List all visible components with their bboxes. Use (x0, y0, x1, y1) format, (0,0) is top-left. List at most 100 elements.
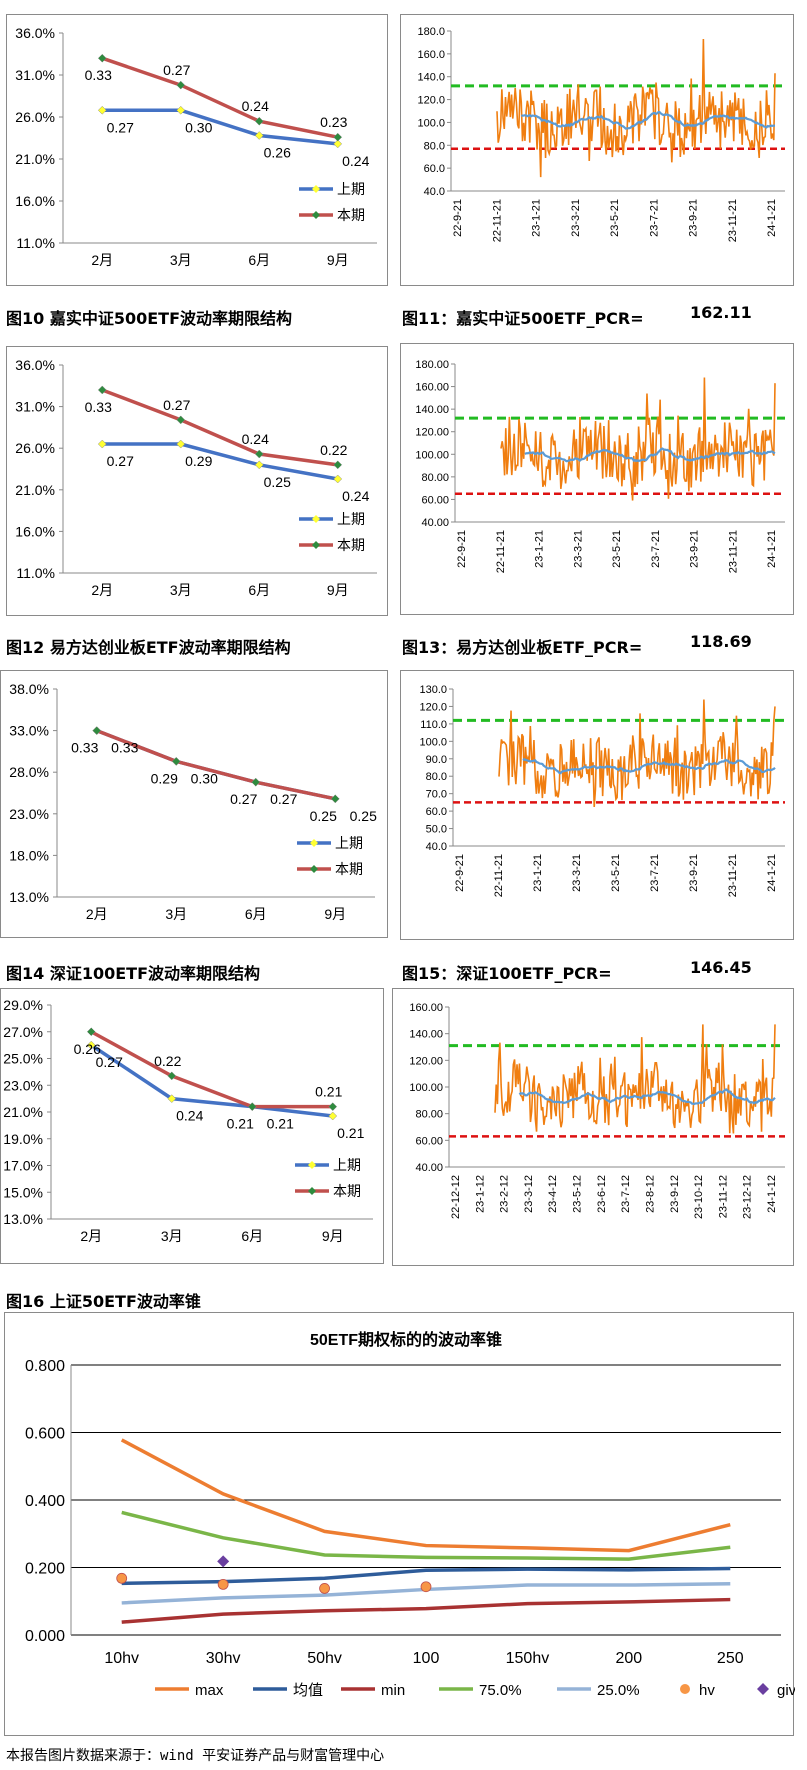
y-tick-label: 140.00 (415, 404, 449, 416)
x-tick-label: 23-1-12 (474, 1175, 486, 1213)
y-tick-label: 23.0% (3, 1077, 43, 1093)
legend-label: max (195, 1682, 224, 1699)
y-tick-label: 36.0% (15, 25, 55, 41)
x-tick-label: 23-5-12 (572, 1175, 584, 1213)
x-tick-label: 2月 (91, 252, 113, 268)
legend-label: 均值 (293, 1682, 323, 1699)
data-point (176, 439, 186, 449)
data-label-curr: 0.24 (242, 98, 269, 114)
data-point (92, 726, 102, 735)
legend-marker (312, 541, 320, 549)
data-point (176, 80, 186, 90)
x-tick-label: 6月 (241, 1228, 263, 1244)
term1-svg: 36.0% 31.0% 26.0% 21.0% 16.0% 11.0% 2月 3月 6月 9月 0.… (15, 25, 377, 268)
y-tick-label: 120.00 (409, 1055, 443, 1067)
series-line-0 (102, 442, 339, 481)
legend-label: 本期 (335, 861, 363, 877)
y-tick-label: 60.0 (424, 163, 445, 175)
term-structure-chart-50etf: 29.0% 27.0% 25.0% 23.0% 21.0% 19.0% 17.0% 15.0%… (0, 988, 384, 1264)
y-tick-label: 80.00 (415, 1109, 443, 1121)
pcr-value-fig11: 162.11 (690, 303, 752, 322)
x-tick-label: 23-7-21 (649, 854, 661, 892)
data-label-prev: 0.27 (270, 791, 297, 807)
pcr-series-line (496, 38, 776, 178)
data-label-prev: 0.27 (96, 1054, 123, 1070)
data-label-curr: 0.23 (320, 114, 347, 130)
x-tick-label: 9月 (327, 252, 349, 268)
data-label-curr: 0.26 (74, 1041, 101, 1057)
x-tick-label: 23-7-21 (648, 199, 660, 237)
legend-marker (308, 1187, 316, 1195)
term2-svg: 36.0% 31.0% 26.0% 21.0% 16.0% 11.0% 2月 3月 6月 9月 0.… (15, 357, 377, 598)
x-tick-label: 9月 (324, 906, 346, 922)
data-point (176, 415, 186, 425)
x-tick-label: 3月 (165, 906, 187, 922)
data-point (330, 794, 340, 804)
series-line-1 (101, 388, 338, 467)
x-tick-label: 22-9-21 (456, 530, 468, 568)
x-tick-label: 24-1-21 (766, 854, 778, 892)
data-label-curr: 0.22 (154, 1053, 181, 1069)
y-tick-label: 0.200 (25, 1561, 65, 1578)
x-tick-label: 200 (616, 1650, 643, 1667)
pcr-series-line (500, 377, 776, 501)
data-label-curr: 0.21 (315, 1084, 342, 1100)
y-tick-label: 13.0% (9, 889, 49, 905)
y-tick-label: 0.000 (25, 1628, 65, 1645)
volatility-cone-chart: 50ETF期权标的的波动率锥 0.800 0.600 0.400 0.200 0.000 1… (4, 1312, 795, 1736)
y-tick-label: 160.0 (417, 49, 445, 61)
hv-point (319, 1583, 330, 1594)
data-point (251, 777, 261, 787)
data-label-prev: 0.21 (267, 1116, 294, 1132)
x-tick-label: 23-8-12 (644, 1175, 656, 1213)
y-tick-label: 40.00 (421, 517, 449, 529)
legend-label: 上期 (337, 181, 365, 197)
legend-label: 本期 (337, 207, 365, 223)
y-tick-label: 25.0% (3, 1051, 43, 1067)
term4-svg: 29.0% 27.0% 25.0% 23.0% 21.0% 19.0% 17.0% 15.0%… (3, 997, 373, 1244)
x-tick-label: 23-1-21 (534, 530, 546, 568)
y-tick-label: 13.0% (3, 1211, 43, 1227)
legend-marker (312, 515, 320, 523)
term-structure-chart-sz100: 38.0% 33.0% 28.0% 23.0% 18.0% 13.0% 2月 3月 6月 9月 0.… (0, 670, 388, 938)
pcr-moving-average-line (521, 111, 776, 130)
x-tick-label: 22-9-21 (454, 854, 466, 892)
pcr1-svg: 180.0 160.0 140.0 120.0 100.0 80.0 60.0 40.0 22-… (417, 26, 785, 242)
y-tick-label: 27.0% (3, 1024, 43, 1040)
caption-fig12: 图12 易方达创业板ETF波动率期限结构 (6, 638, 291, 657)
x-tick-label: 23-9-21 (689, 530, 701, 568)
x-tick-label: 23-5-21 (609, 199, 621, 237)
caption-fig11: 图11：嘉实中证500ETF_PCR= (402, 309, 644, 328)
data-point (167, 1094, 177, 1103)
data-label-prev: 0.29 (185, 453, 212, 469)
y-tick-label: 31.0% (15, 399, 55, 415)
legend-marker (680, 1684, 690, 1694)
x-tick-label: 3月 (161, 1228, 183, 1244)
y-tick-label: 28.0% (9, 764, 49, 780)
data-label-prev: 0.33 (111, 740, 138, 756)
legend-label: 上期 (333, 1157, 361, 1173)
data-point (333, 460, 343, 470)
y-tick-label: 120.0 (417, 95, 445, 107)
x-tick-label: 23-9-21 (688, 854, 700, 892)
y-tick-label: 100.0 (419, 736, 447, 748)
y-tick-label: 120.0 (419, 701, 447, 713)
x-tick-label: 23-11-12 (717, 1175, 729, 1218)
series-line-0 (90, 1043, 333, 1118)
data-point (97, 439, 107, 449)
legend-marker (312, 185, 320, 193)
y-tick-label: 160.00 (415, 382, 449, 394)
caption-fig15: 图15：深证100ETF_PCR= (402, 964, 612, 983)
y-tick-label: 50.0 (426, 824, 447, 836)
source-note: 本报告图片数据来源于：wind 平安证券产品与财富管理中心 (6, 1748, 385, 1764)
x-tick-label: 23-1-21 (532, 854, 544, 892)
y-tick-label: 60.00 (415, 1135, 443, 1147)
legend-marker (312, 211, 320, 219)
y-tick-label: 100.00 (409, 1082, 443, 1094)
cone-series-75.0% (121, 1510, 731, 1561)
data-point (176, 105, 186, 115)
x-tick-label: 24-1-21 (766, 530, 778, 568)
y-tick-label: 110.0 (420, 719, 447, 731)
y-tick-label: 160.00 (409, 1002, 443, 1014)
caption-fig14: 图14 深证100ETF波动率期限结构 (6, 964, 261, 983)
